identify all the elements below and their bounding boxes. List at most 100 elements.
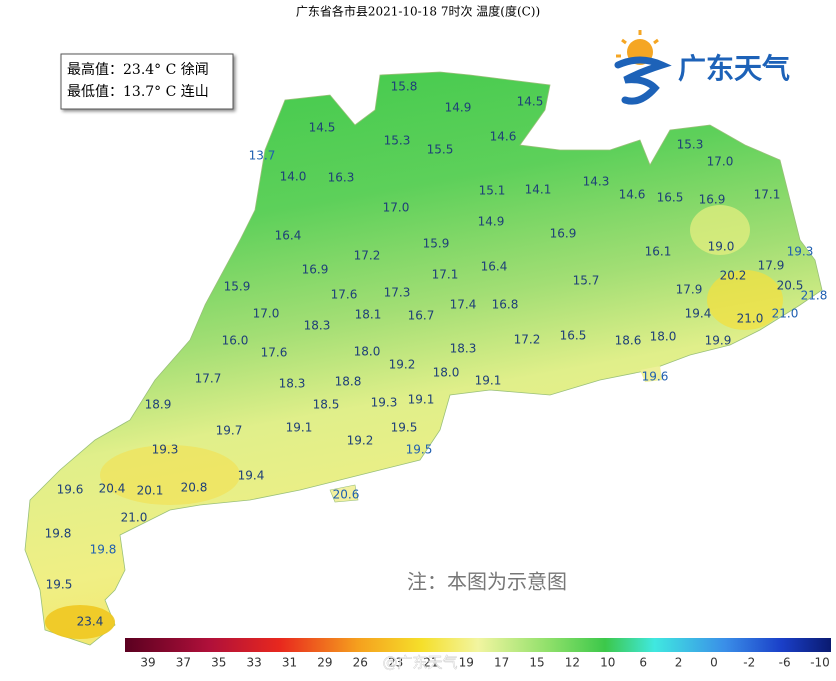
title: 广东省各市县2021-10-18 7时次 温度(度(C)) — [296, 4, 540, 19]
legend-label: 35 — [211, 656, 226, 670]
temperature-label: 17.1 — [754, 188, 781, 202]
temperature-label: 15.9 — [224, 280, 251, 294]
temperature-label: 19.1 — [286, 421, 313, 435]
legend-label: -10 — [810, 656, 830, 670]
temperature-label: 20.1 — [137, 484, 164, 498]
temperature-label: 17.6 — [261, 346, 288, 360]
temperature-label: 14.3 — [583, 175, 610, 189]
note: 注：本图为示意图 — [407, 570, 567, 594]
temperature-label: 19.1 — [408, 393, 435, 407]
temperature-label: 14.1 — [525, 183, 552, 197]
legend-label: 2 — [675, 656, 683, 670]
temperature-label: 19.2 — [347, 434, 374, 448]
temperature-label: 14.0 — [280, 170, 307, 184]
legend-label: 26 — [353, 656, 368, 670]
temperature-label: 19.5 — [406, 443, 433, 457]
temperature-label: 17.9 — [758, 259, 785, 273]
temperature-label: 15.1 — [479, 184, 506, 198]
temperature-label: 19.3 — [152, 443, 179, 457]
temperature-label: 16.8 — [492, 298, 519, 312]
temperature-label: 18.6 — [615, 334, 642, 348]
temperature-label: 21.8 — [801, 289, 828, 303]
temperature-label: 17.4 — [450, 298, 477, 312]
temperature-label: 15.8 — [391, 80, 418, 94]
temperature-label: 20.6 — [333, 488, 360, 502]
temperature-label: 19.8 — [90, 543, 117, 557]
legend-label: 23 — [388, 656, 403, 670]
temperature-label: 19.2 — [389, 358, 416, 372]
temperature-label: 19.0 — [708, 240, 735, 254]
map — [24, 71, 823, 646]
temperature-label: 20.4 — [99, 482, 126, 496]
temperature-label: 19.3 — [787, 245, 814, 259]
watermark: @广东天气 — [382, 654, 457, 672]
temperature-label: 15.5 — [427, 143, 454, 157]
temperature-label: 18.9 — [145, 398, 172, 412]
temperature-label: 17.7 — [195, 372, 222, 386]
temperature-label: 19.5 — [46, 578, 73, 592]
temperature-label: 21.0 — [772, 307, 799, 321]
temperature-label: 23.4 — [77, 615, 104, 629]
temperature-label: 16.0 — [222, 334, 249, 348]
logo: 广东天气 — [614, 30, 790, 105]
temperature-label: 17.3 — [384, 286, 411, 300]
temperature-label: 17.2 — [514, 333, 541, 347]
temperature-label: 16.7 — [408, 309, 435, 323]
temperature-label: 16.4 — [481, 260, 508, 274]
temperature-label: 17.0 — [253, 307, 280, 321]
temperature-label: 14.6 — [490, 130, 517, 144]
temperature-label: 21.0 — [737, 312, 764, 326]
legend-label: 39 — [140, 656, 155, 670]
min-value: 最低值：13.7° C 连山 — [67, 84, 209, 100]
temperature-label: 18.0 — [650, 330, 677, 344]
legend-label: -6 — [779, 656, 791, 670]
temperature-label: 17.9 — [676, 283, 703, 297]
color-legend: 39 37 35 33 31 29 26 23 21 19 17 15 12 10 6 2 0 -2 -6 -10 — [125, 638, 831, 670]
temperature-label: 18.3 — [304, 319, 331, 333]
legend-label: 0 — [710, 656, 718, 670]
temperature-label: 14.9 — [445, 101, 472, 115]
legend-label: 15 — [529, 656, 544, 670]
temperature-label: 18.8 — [335, 375, 362, 389]
temperature-label: 14.6 — [619, 188, 646, 202]
temperature-label: 18.3 — [450, 342, 477, 356]
temperature-label: 18.3 — [279, 377, 306, 391]
temperature-label: 16.3 — [328, 171, 355, 185]
temperature-label: 19.3 — [371, 396, 398, 410]
temperature-label: 15.7 — [573, 274, 600, 288]
temperature-label: 19.4 — [685, 307, 712, 321]
temperature-label: 18.0 — [354, 345, 381, 359]
color-bar — [125, 638, 831, 652]
temperature-label: 19.1 — [475, 374, 502, 388]
temperature-label: 17.1 — [432, 268, 459, 282]
temperature-label: 14.9 — [478, 215, 505, 229]
temperature-label: 20.5 — [777, 279, 804, 293]
temperature-label: 17.2 — [354, 249, 381, 263]
legend-label: 37 — [176, 656, 191, 670]
temperature-label: 19.4 — [238, 469, 265, 483]
temperature-label: 19.5 — [391, 421, 418, 435]
temperature-label: 18.1 — [355, 308, 382, 322]
legend-label: -2 — [743, 656, 755, 670]
temperature-label: 16.9 — [699, 193, 726, 207]
temperature-label: 20.8 — [181, 481, 208, 495]
temperature-label: 13.7 — [249, 149, 276, 163]
temperature-label: 19.8 — [45, 527, 72, 541]
temperature-label: 19.9 — [705, 334, 732, 348]
temperature-label: 18.5 — [313, 398, 340, 412]
legend-label: 6 — [639, 656, 647, 670]
legend-label: 17 — [494, 656, 509, 670]
legend-label: 19 — [459, 656, 474, 670]
temperature-label: 16.9 — [550, 227, 577, 241]
max-value: 最高值：23.4° C 徐闻 — [67, 61, 209, 78]
info-box: 最高值：23.4° C 徐闻 最低值：13.7° C 连山 — [60, 53, 234, 110]
temperature-label: 16.1 — [645, 245, 672, 259]
temperature-label: 14.5 — [517, 95, 544, 109]
logo-text: 广东天气 — [678, 52, 790, 85]
legend-label: 29 — [317, 656, 332, 670]
legend-label: 21 — [423, 656, 438, 670]
temperature-label: 20.2 — [720, 269, 747, 283]
legend-label: 31 — [282, 656, 297, 670]
temperature-label: 15.9 — [423, 237, 450, 251]
temperature-label: 16.5 — [560, 329, 587, 343]
